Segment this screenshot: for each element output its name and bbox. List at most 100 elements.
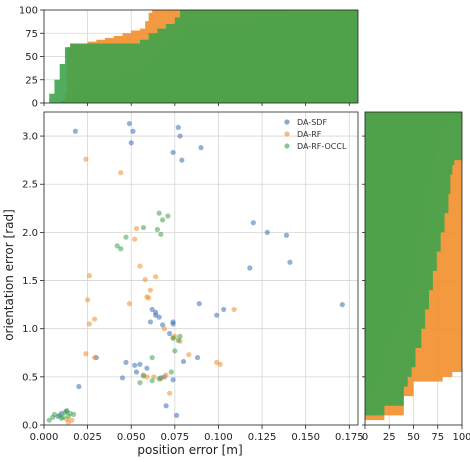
- top-histogram-ticks: 0 25 50 75 100: [19, 6, 350, 110]
- scatter-point-da-rf-occl: [149, 378, 155, 384]
- right-histogram-x-tick-label: 50: [407, 432, 420, 443]
- scatter-point-da-sdf: [264, 229, 270, 235]
- scatter-x-tick-label: 0.150: [291, 432, 320, 443]
- scatter-point-da-sdf: [130, 128, 136, 134]
- scatter-y-tick-label: 2.5: [22, 180, 38, 191]
- scatter-point-da-rf-occl: [156, 210, 162, 216]
- right-histogram-series: [365, 112, 462, 425]
- scatter-point-da-sdf: [163, 403, 169, 409]
- scatter-x-tick-label: 0.000: [30, 432, 59, 443]
- top-histogram-y-tick-label: 0: [32, 99, 38, 110]
- scatter-point-da-rf: [142, 276, 148, 283]
- scatter-point-da-rf-occl: [160, 217, 166, 223]
- scatter-point-da-sdf: [250, 220, 256, 226]
- scatter-point-da-sdf: [196, 301, 202, 307]
- scatter-y-tick-label: 0.5: [22, 372, 38, 383]
- legend-label-da-rf-occl: DA-RF-OCCL: [297, 142, 347, 151]
- scatter-point-da-rf: [147, 287, 154, 293]
- scatter-point-da-rf-occl: [64, 407, 70, 414]
- top-histogram-y-tick-label: 25: [25, 75, 38, 86]
- scatter-x-tick-label: 0.025: [73, 432, 102, 443]
- scatter-point-da-sdf: [194, 354, 201, 361]
- scatter-point-da-sdf: [123, 359, 129, 365]
- scatter-point-da-sdf: [287, 259, 293, 265]
- scatter-point-da-sdf: [76, 383, 82, 390]
- scatter-plot: 0.000 0.025 0.050 0.075 0.100 0.125 0.150 0.175…: [2, 111, 364, 457]
- scatter-point-da-rf-occl: [71, 411, 77, 418]
- scatter-point-da-rf: [217, 361, 223, 367]
- scatter-point-da-sdf: [247, 265, 253, 271]
- scatter-point-da-rf-occl: [140, 224, 147, 231]
- scatter-point-da-rf: [163, 372, 169, 378]
- scatter-point-da-sdf: [119, 375, 126, 381]
- scatter-point-da-rf: [161, 326, 167, 332]
- scatter-point-da-sdf: [147, 319, 154, 325]
- scatter-x-tick-label: 0.175: [335, 432, 364, 443]
- scatter-point-da-sdf: [339, 302, 345, 308]
- scatter-point-da-rf-occl: [170, 335, 176, 341]
- scatter-point-da-sdf: [283, 232, 290, 238]
- right-histogram-area-da-rf-occl: [365, 112, 462, 425]
- legend-marker-da-rf-occl: [284, 143, 290, 149]
- legend-label-da-rf: DA-RF: [297, 130, 322, 139]
- scatter-point-da-rf-occl: [168, 369, 174, 375]
- top-histogram-y-tick-label: 100: [19, 6, 38, 17]
- scatter-point-da-rf: [144, 294, 150, 300]
- scatter-point-da-sdf: [133, 369, 140, 375]
- top-histogram: 0 25 50 75 100: [19, 6, 359, 110]
- scatter-point-da-rf-occl: [114, 243, 120, 249]
- legend: DA-SDF DA-RF DA-RF-OCCL: [284, 118, 347, 151]
- scatter-point-da-sdf: [177, 133, 183, 139]
- scatter-point-da-rf-occl: [65, 413, 72, 419]
- top-histogram-area-da-rf-occl: [44, 10, 358, 103]
- scatter-point-da-sdf: [179, 157, 185, 163]
- scatter-point-da-sdf: [214, 312, 220, 318]
- scatter-point-da-sdf: [170, 321, 176, 327]
- scatter-point-da-rf: [86, 273, 92, 279]
- scatter-point-da-sdf: [170, 149, 176, 156]
- scatter-point-da-rf: [83, 156, 89, 162]
- top-histogram-series: [44, 10, 358, 103]
- scatter-y-tick-label: 1.0: [22, 324, 38, 335]
- y-axis-label: orientation error [rad]: [2, 209, 16, 341]
- scatter-point-da-rf: [133, 225, 140, 232]
- scatter-point-da-rf: [167, 390, 173, 396]
- scatter-point-da-rf-occl: [140, 373, 147, 379]
- scatter-y-tick-label: 2.0: [22, 228, 38, 239]
- scatter-point-da-rf: [153, 274, 159, 280]
- right-histogram-ticks: 0 25 50 75 100: [362, 135, 470, 443]
- right-histogram-x-tick-label: 100: [452, 432, 470, 443]
- scatter-x-tick-label: 0.050: [117, 432, 146, 443]
- scatter-point-da-sdf: [132, 362, 138, 368]
- scatter-point-da-rf: [126, 301, 133, 307]
- scatter-point-da-rf-occl: [58, 415, 65, 421]
- scatter-point-da-rf: [132, 236, 138, 242]
- scatter-points: [46, 120, 345, 425]
- scatter-ticks: 0.000 0.025 0.050 0.075 0.100 0.125 0.150 0.175…: [22, 132, 364, 443]
- scatter-y-tick-label: 1.5: [22, 276, 38, 287]
- scatter-frame: [43, 111, 359, 426]
- legend-marker-da-rf: [284, 131, 290, 137]
- scatter-point-da-rf-occl: [46, 417, 52, 423]
- scatter-point-da-sdf: [72, 128, 78, 134]
- scatter-point-da-sdf: [144, 365, 150, 371]
- scatter-point-da-sdf: [126, 120, 133, 127]
- right-histogram-x-tick-label: 75: [431, 432, 444, 443]
- x-axis-label: position error [m]: [137, 443, 242, 457]
- scatter-point-da-rf: [83, 351, 89, 357]
- scatter-point-da-sdf: [128, 140, 134, 146]
- scatter-point-da-sdf: [173, 412, 180, 418]
- legend-label-da-sdf: DA-SDF: [297, 118, 327, 127]
- scatter-x-tick-label: 0.125: [248, 432, 277, 443]
- scatter-point-da-rf: [85, 297, 91, 303]
- right-histogram-x-tick-label: 0: [362, 432, 368, 443]
- right-histogram-x-tick-label: 25: [383, 432, 396, 443]
- top-histogram-y-tick-label: 75: [25, 29, 38, 40]
- scatter-point-da-sdf: [221, 306, 227, 313]
- scatter-point-da-sdf: [198, 145, 204, 151]
- scatter-y-tick-label: 3.0: [22, 132, 38, 143]
- scatter-point-da-rf-occl: [149, 354, 155, 361]
- scatter-point-da-rf: [91, 316, 98, 322]
- right-histogram: 0 25 50 75 100: [362, 111, 470, 443]
- scatter-point-da-rf-occl: [156, 376, 162, 382]
